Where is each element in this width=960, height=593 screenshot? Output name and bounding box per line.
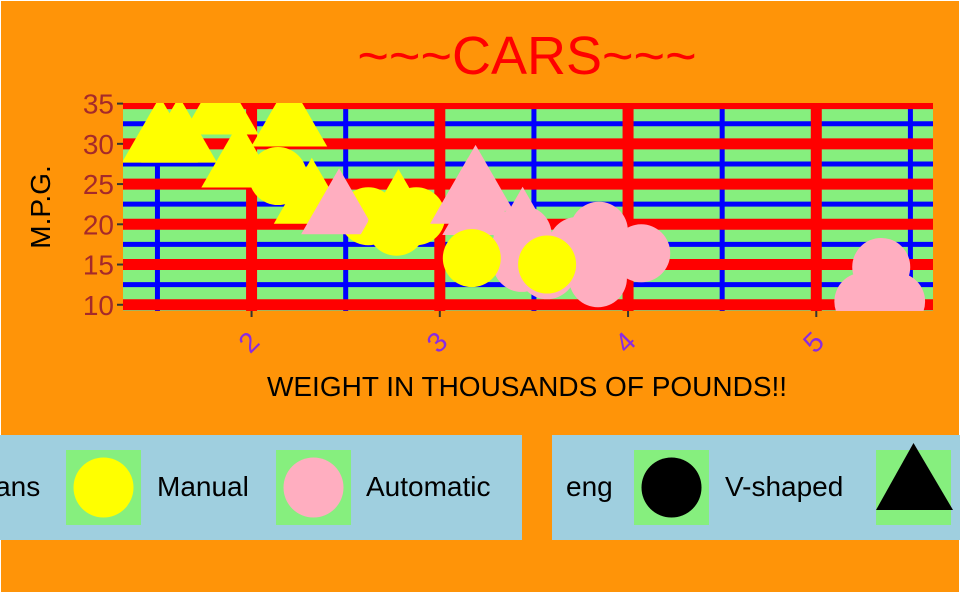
- legend-eng: eng V-shaped: [552, 435, 960, 540]
- y-tick-label: 25: [83, 169, 114, 200]
- y-tick-label: 30: [83, 129, 114, 160]
- data-point: [301, 168, 378, 235]
- legend-key-v-shaped: [634, 450, 709, 525]
- panel-content: [123, 103, 933, 311]
- data-point: [360, 169, 437, 236]
- legend-key-manual: [66, 450, 141, 525]
- plot-panel: [123, 103, 933, 311]
- y-tick-label: 35: [83, 89, 114, 120]
- data-point: [248, 147, 307, 206]
- legend-key-automatic: [276, 450, 351, 525]
- chart-title: ~~~CARS~~~: [357, 26, 696, 86]
- data-point: [251, 103, 328, 147]
- circle-icon: [641, 457, 702, 518]
- legend-trans: trans Manual Automatic: [0, 435, 522, 540]
- data-point: [442, 229, 501, 288]
- x-axis-title: WEIGHT IN THOUSANDS OF POUNDS!!: [267, 371, 787, 402]
- legend-label-manual: Manual: [157, 471, 249, 502]
- triangle-icon: [876, 443, 953, 510]
- legend-title-trans: trans: [0, 471, 41, 502]
- data-point: [518, 235, 577, 294]
- data-point: [430, 157, 507, 224]
- y-tick-label: 15: [83, 250, 114, 281]
- y-axis-title: M.P.G.: [25, 165, 56, 249]
- circle-icon: [73, 457, 134, 518]
- data-point: [568, 249, 627, 308]
- legend-label-automatic: Automatic: [366, 471, 491, 502]
- legend-label-v-shaped: V-shaped: [725, 471, 844, 502]
- legend-title-eng: eng: [566, 471, 613, 502]
- data-point: [569, 201, 628, 260]
- legend-key-straight: [876, 443, 953, 525]
- data-point: [852, 237, 911, 296]
- data-point: [123, 103, 198, 163]
- circle-icon: [283, 457, 344, 518]
- y-tick-label: 20: [83, 209, 114, 240]
- y-tick-label: 10: [83, 290, 114, 321]
